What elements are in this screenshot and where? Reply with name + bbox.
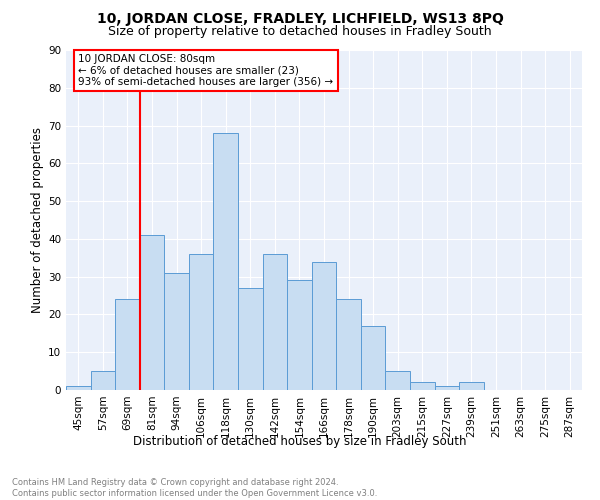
Bar — [189, 254, 214, 390]
Bar — [459, 382, 484, 390]
Y-axis label: Number of detached properties: Number of detached properties — [31, 127, 44, 313]
Text: 10, JORDAN CLOSE, FRADLEY, LICHFIELD, WS13 8PQ: 10, JORDAN CLOSE, FRADLEY, LICHFIELD, WS… — [97, 12, 503, 26]
Bar — [361, 326, 385, 390]
Text: Distribution of detached houses by size in Fradley South: Distribution of detached houses by size … — [133, 435, 467, 448]
Text: Contains HM Land Registry data © Crown copyright and database right 2024.
Contai: Contains HM Land Registry data © Crown c… — [12, 478, 377, 498]
Text: Size of property relative to detached houses in Fradley South: Size of property relative to detached ho… — [108, 25, 492, 38]
Bar — [214, 133, 238, 390]
Bar — [263, 254, 287, 390]
Bar — [410, 382, 434, 390]
Bar — [238, 288, 263, 390]
Bar — [66, 386, 91, 390]
Bar — [434, 386, 459, 390]
Bar — [312, 262, 336, 390]
Bar — [336, 300, 361, 390]
Text: 10 JORDAN CLOSE: 80sqm
← 6% of detached houses are smaller (23)
93% of semi-deta: 10 JORDAN CLOSE: 80sqm ← 6% of detached … — [78, 54, 334, 87]
Bar — [140, 235, 164, 390]
Bar — [91, 371, 115, 390]
Bar — [287, 280, 312, 390]
Bar — [164, 273, 189, 390]
Bar — [115, 300, 140, 390]
Bar — [385, 371, 410, 390]
